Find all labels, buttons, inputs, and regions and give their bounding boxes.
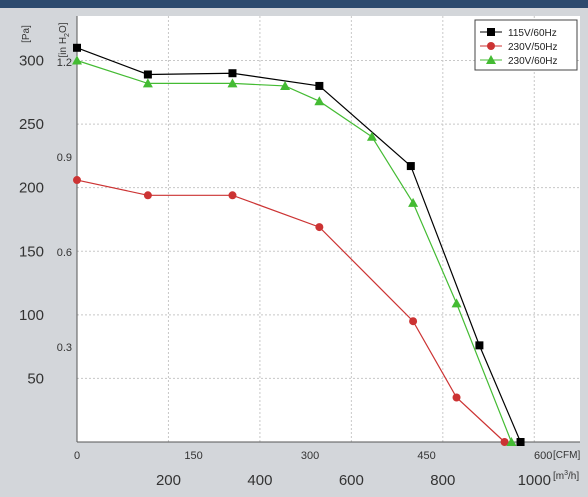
y-tick-pa: 150 bbox=[19, 243, 44, 260]
data-point bbox=[73, 176, 81, 185]
y-axis-unit-inh2o: [in H2O] bbox=[58, 22, 71, 57]
legend-label: 230V/60Hz bbox=[508, 56, 557, 67]
legend-label: 115V/60Hz bbox=[508, 28, 557, 39]
data-point bbox=[506, 437, 517, 446]
x-tick-cfm: 600 bbox=[534, 450, 552, 462]
data-point bbox=[228, 191, 237, 200]
y-tick-pa: 100 bbox=[19, 307, 44, 324]
data-point bbox=[315, 81, 324, 90]
y-tick-inh2o: 1.2 bbox=[57, 57, 72, 69]
data-point bbox=[143, 70, 152, 79]
x-tick-m3h: 800 bbox=[430, 472, 455, 489]
legend-items: 115V/60Hz 230V/50Hz 230V/60Hz bbox=[480, 28, 557, 67]
data-point bbox=[366, 131, 377, 141]
x-axis-unit-cfm: [CFM] bbox=[553, 450, 580, 461]
x-tick-cfm: 450 bbox=[417, 450, 435, 462]
x-tick-cfm: 0 bbox=[74, 450, 80, 462]
series bbox=[73, 43, 525, 446]
legend-label: 230V/50Hz bbox=[508, 42, 557, 53]
series bbox=[73, 176, 509, 446]
data-point bbox=[475, 341, 484, 350]
y-tick-inh2o: 0.9 bbox=[57, 152, 72, 164]
data-point bbox=[280, 80, 291, 90]
data-point bbox=[227, 78, 238, 88]
x-tick-m3h: 200 bbox=[156, 472, 181, 489]
x-tick-cfm: 150 bbox=[184, 450, 202, 462]
x-tick-m3h: 400 bbox=[247, 472, 272, 489]
data-point bbox=[142, 78, 153, 88]
y-tick-pa: 250 bbox=[19, 116, 44, 133]
legend-marker bbox=[487, 28, 495, 36]
x-axis-unit-m3h: [m3/h] bbox=[553, 470, 579, 482]
data-point bbox=[516, 438, 525, 446]
legend-marker bbox=[486, 55, 496, 64]
data-point bbox=[500, 438, 509, 446]
data-point bbox=[315, 223, 324, 232]
y-tick-pa: 200 bbox=[19, 180, 44, 197]
legend-marker bbox=[487, 42, 495, 50]
x-tick-m3h: 600 bbox=[339, 472, 364, 489]
x-tick-m3h: 1000 bbox=[518, 472, 551, 489]
data-point bbox=[451, 298, 462, 308]
plot-area bbox=[77, 16, 580, 442]
data-point bbox=[408, 197, 419, 207]
y-tick-pa: 300 bbox=[19, 53, 44, 70]
series bbox=[72, 55, 517, 446]
data-point bbox=[143, 191, 152, 200]
data-point bbox=[73, 43, 81, 52]
data-point bbox=[314, 96, 325, 106]
y-tick-inh2o: 0.3 bbox=[57, 342, 72, 354]
y-tick-pa: 50 bbox=[27, 370, 44, 387]
data-point bbox=[452, 393, 461, 402]
series-group bbox=[72, 43, 525, 446]
data-point bbox=[409, 317, 418, 326]
y-axis-unit-pa: [Pa] bbox=[21, 25, 32, 43]
y-tick-inh2o: 0.6 bbox=[57, 247, 72, 259]
data-point bbox=[228, 69, 237, 78]
legend: 115V/60Hz 230V/50Hz 230V/60Hz bbox=[474, 19, 578, 71]
x-tick-cfm: 300 bbox=[301, 450, 319, 462]
data-point bbox=[72, 55, 82, 65]
data-point bbox=[406, 162, 415, 171]
grid bbox=[77, 16, 580, 442]
